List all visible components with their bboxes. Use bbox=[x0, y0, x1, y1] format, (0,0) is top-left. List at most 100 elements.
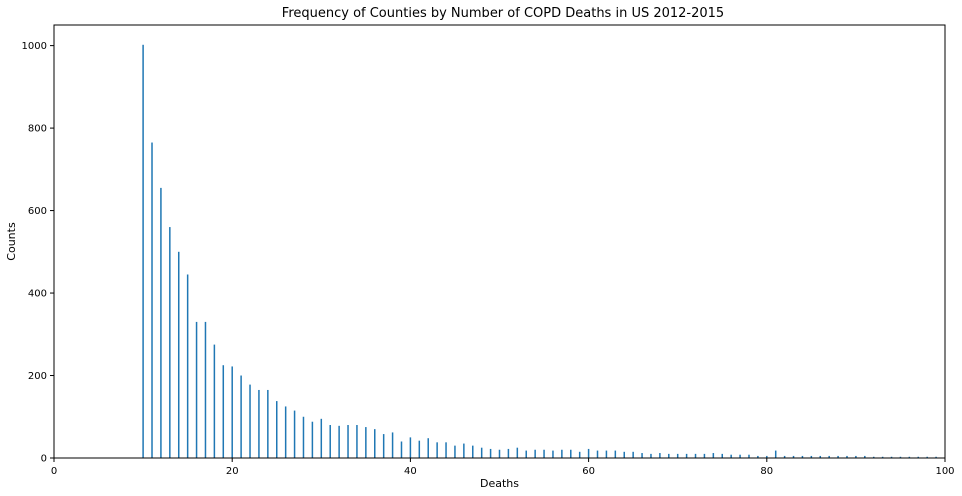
bar bbox=[160, 187, 162, 458]
bar bbox=[347, 425, 349, 458]
bar bbox=[828, 455, 830, 458]
bar bbox=[721, 453, 723, 458]
bar bbox=[329, 425, 331, 458]
bar bbox=[311, 421, 314, 458]
y-axis-label: Counts bbox=[5, 222, 18, 261]
bar bbox=[730, 454, 732, 458]
bar bbox=[587, 448, 590, 458]
x-tick-label: 0 bbox=[51, 466, 57, 477]
bar bbox=[302, 416, 305, 458]
y-tick-label: 600 bbox=[28, 206, 47, 217]
bar bbox=[712, 453, 715, 458]
bar bbox=[472, 445, 474, 458]
x-tick-label: 60 bbox=[582, 466, 595, 477]
bar bbox=[231, 366, 233, 458]
bar bbox=[685, 453, 688, 458]
bar bbox=[507, 448, 510, 458]
bar bbox=[525, 450, 527, 458]
x-tick-label: 40 bbox=[404, 466, 417, 477]
bar bbox=[908, 456, 911, 458]
bar bbox=[552, 450, 554, 458]
bar bbox=[855, 455, 857, 458]
bar bbox=[872, 456, 875, 458]
bar bbox=[213, 344, 216, 458]
bar bbox=[382, 434, 385, 458]
bar bbox=[151, 142, 153, 458]
bar bbox=[409, 437, 412, 458]
bar bbox=[819, 455, 822, 458]
bar bbox=[463, 443, 465, 458]
bar bbox=[534, 449, 536, 458]
bar bbox=[356, 425, 358, 458]
bar bbox=[142, 44, 144, 458]
bar bbox=[641, 453, 643, 458]
bar bbox=[391, 432, 394, 458]
bar bbox=[427, 438, 429, 458]
bar bbox=[881, 456, 884, 458]
bar bbox=[632, 451, 634, 458]
bar bbox=[561, 449, 563, 458]
bar bbox=[748, 454, 750, 458]
bar bbox=[240, 375, 242, 458]
bar bbox=[445, 442, 447, 458]
bar bbox=[792, 455, 795, 458]
bar bbox=[837, 455, 839, 458]
bar bbox=[766, 455, 768, 458]
plot-frame bbox=[53, 24, 946, 459]
bar bbox=[659, 453, 661, 458]
bar bbox=[454, 445, 456, 458]
bar bbox=[614, 450, 617, 458]
bar bbox=[801, 455, 804, 458]
x-axis-label: Deaths bbox=[480, 477, 519, 490]
bar bbox=[739, 454, 741, 458]
bar bbox=[783, 455, 786, 458]
bars-group bbox=[142, 44, 937, 458]
bar bbox=[267, 389, 269, 458]
bar bbox=[623, 451, 625, 458]
y-tick-label: 200 bbox=[28, 371, 47, 382]
y-tick-label: 800 bbox=[28, 124, 47, 135]
x-tick-label: 20 bbox=[226, 466, 239, 477]
x-tick-label: 100 bbox=[935, 466, 954, 477]
y-tick-label: 1000 bbox=[22, 41, 47, 52]
bar bbox=[757, 455, 759, 458]
bar bbox=[846, 455, 848, 458]
y-tick-label: 400 bbox=[28, 289, 47, 300]
bar bbox=[694, 453, 697, 458]
bar bbox=[365, 427, 367, 458]
bar bbox=[498, 449, 501, 458]
bar bbox=[917, 456, 920, 458]
bar bbox=[169, 227, 171, 458]
bar bbox=[899, 456, 902, 458]
bar bbox=[703, 453, 706, 458]
bar bbox=[489, 448, 492, 458]
bar bbox=[605, 450, 608, 458]
bar bbox=[480, 447, 483, 458]
bar bbox=[276, 401, 278, 458]
bar bbox=[516, 447, 519, 458]
bar bbox=[543, 449, 545, 458]
bar bbox=[249, 384, 251, 458]
bar bbox=[338, 425, 340, 458]
bar bbox=[418, 440, 421, 458]
bar bbox=[195, 321, 198, 458]
bar bbox=[864, 455, 866, 458]
bar bbox=[774, 450, 777, 458]
bar bbox=[668, 453, 670, 458]
bar bbox=[400, 441, 403, 458]
bar bbox=[293, 410, 296, 458]
bar bbox=[810, 455, 813, 458]
bar bbox=[578, 451, 581, 458]
bar bbox=[186, 274, 189, 458]
bar bbox=[570, 449, 572, 458]
bar bbox=[284, 406, 287, 458]
bar bbox=[676, 453, 679, 458]
y-tick-label: 0 bbox=[41, 454, 47, 465]
bar bbox=[935, 456, 937, 458]
bar bbox=[374, 429, 376, 458]
bar bbox=[436, 442, 438, 458]
x-ticks-group: 0 20 40 60 80 100 bbox=[51, 458, 955, 477]
bar bbox=[596, 450, 599, 458]
bar bbox=[926, 456, 928, 458]
